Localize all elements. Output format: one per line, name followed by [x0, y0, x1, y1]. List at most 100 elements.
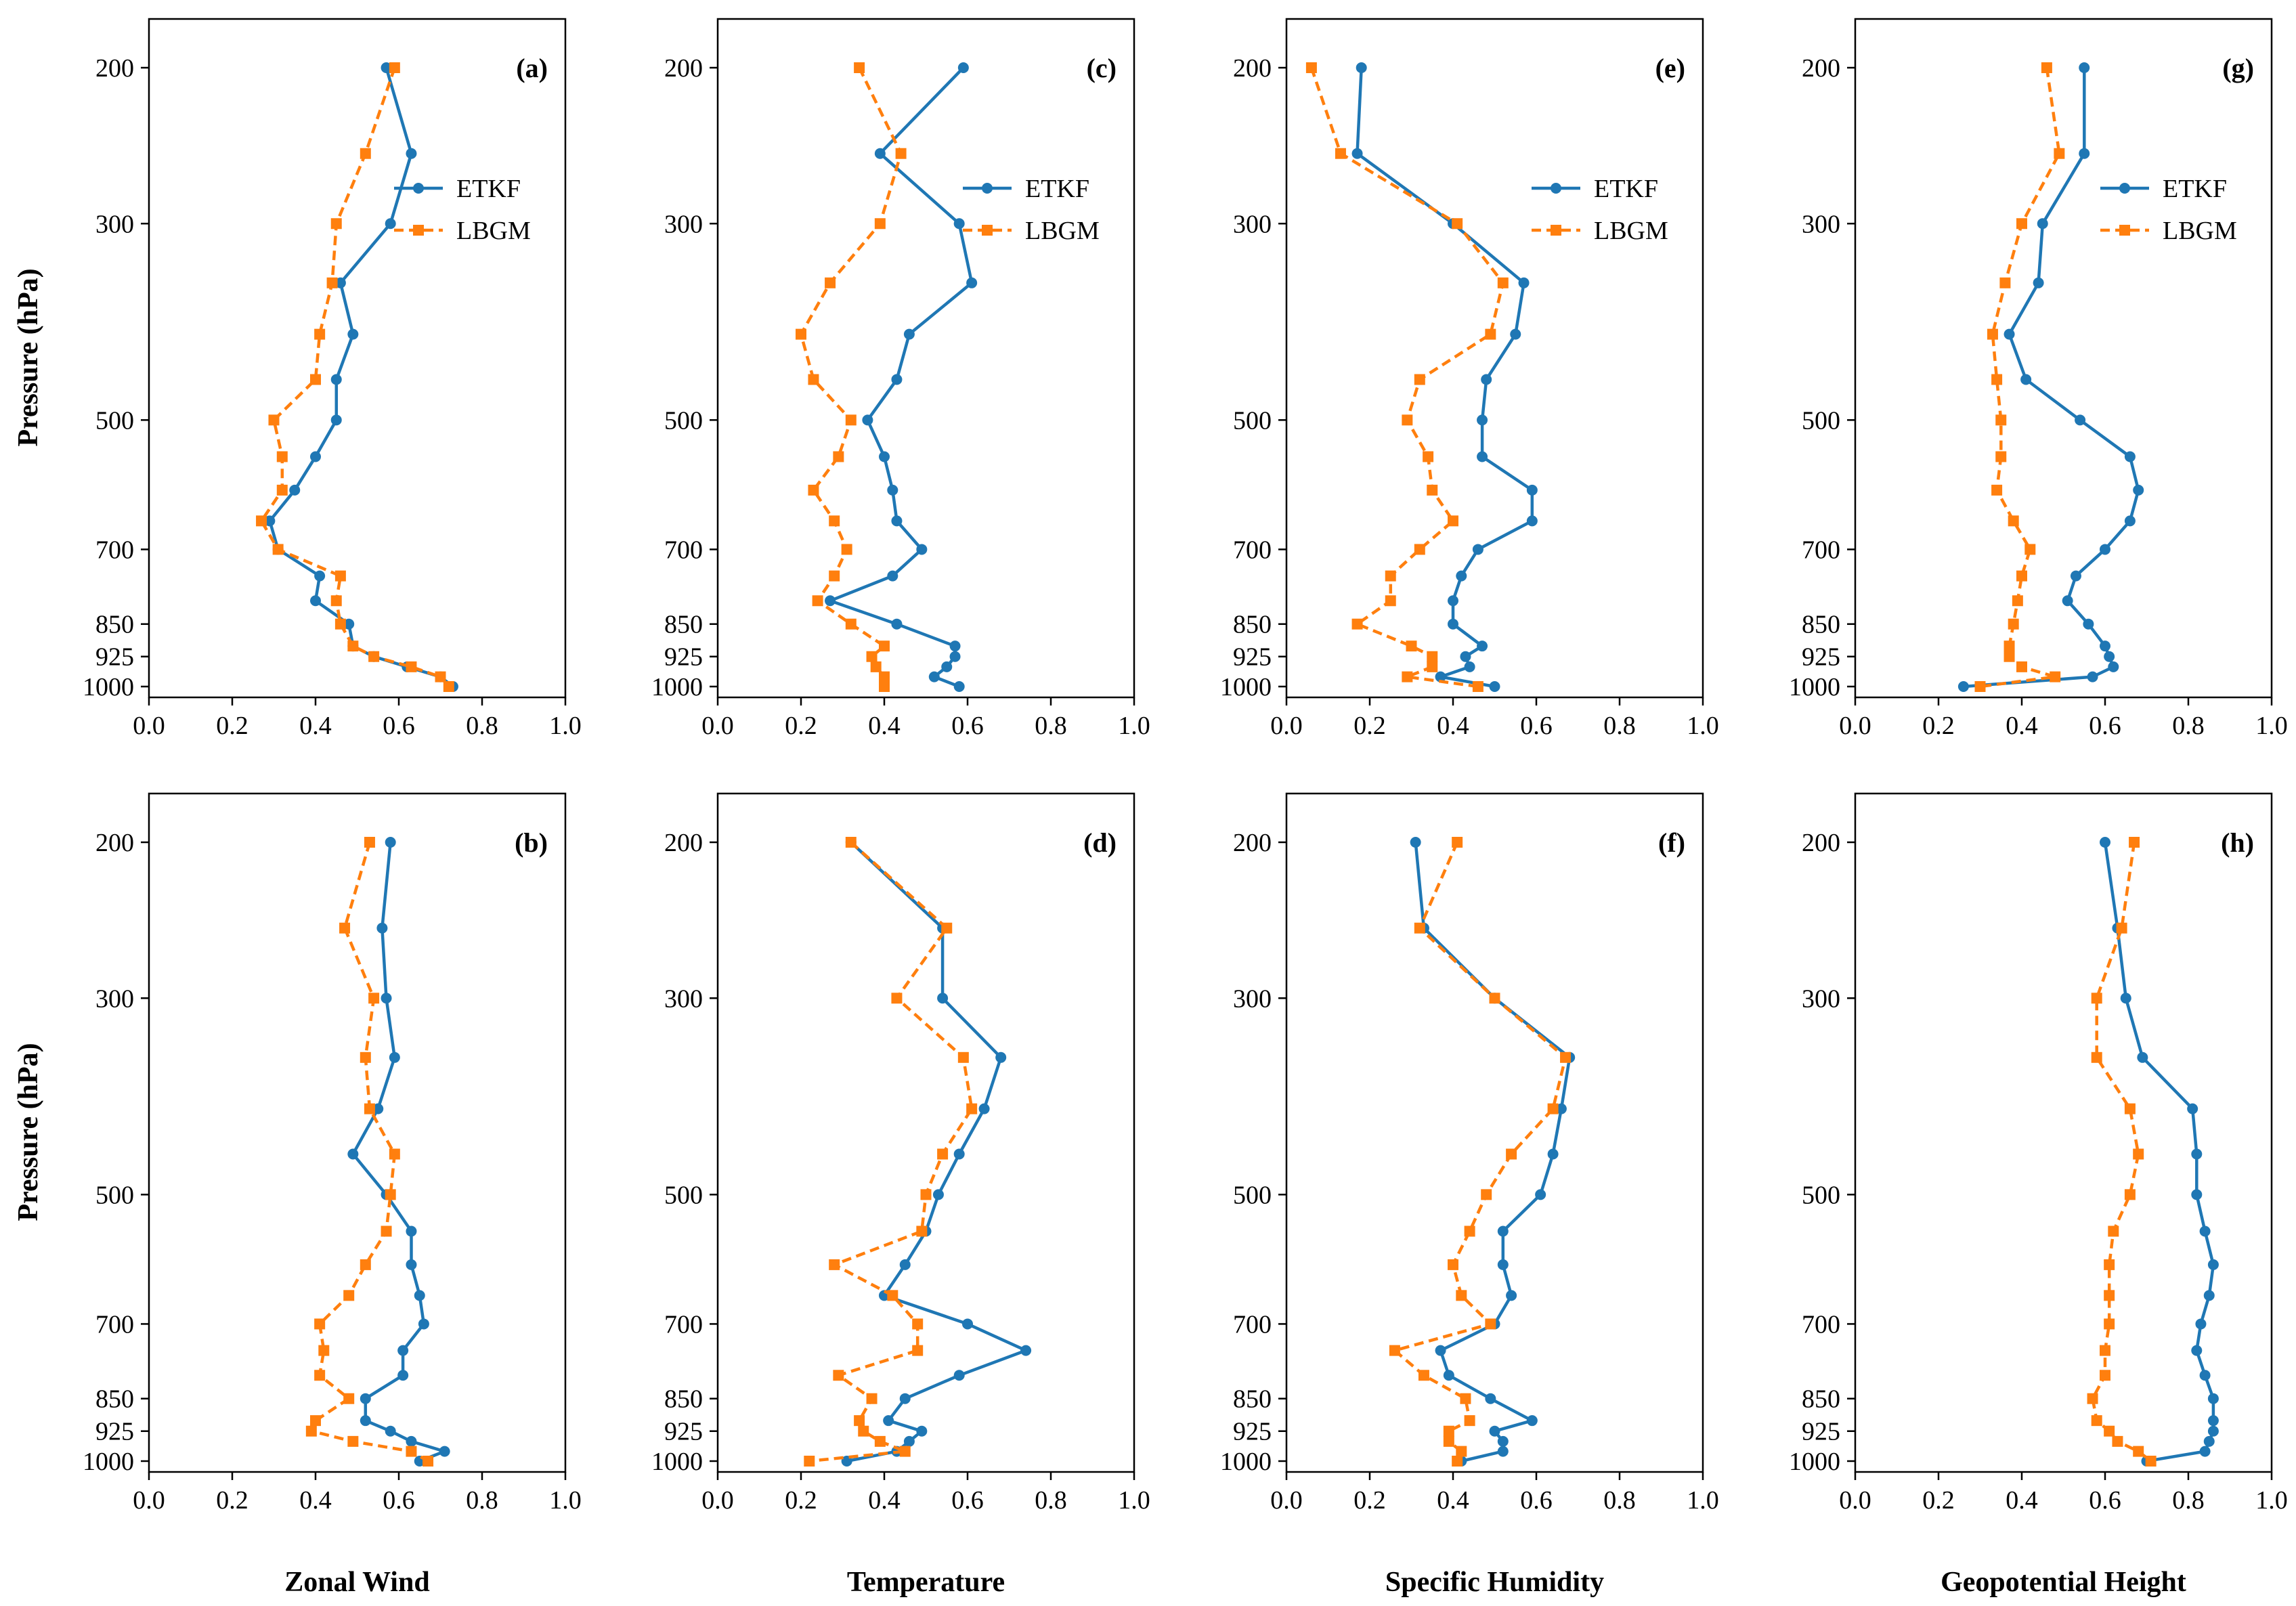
etkf-point [891, 515, 903, 527]
lbgm-point [829, 515, 840, 527]
x-tick-label: 1.0 [1118, 1486, 1150, 1515]
y-tick-label: 300 [664, 984, 703, 1013]
legend: ETKF LBGM [2100, 175, 2237, 245]
x-tick-label: 0.4 [868, 712, 901, 740]
y-axis-label: Pressure (hPa) [13, 268, 44, 446]
legend-lbgm-label: LBGM [1025, 217, 1100, 245]
lbgm-point [2041, 62, 2052, 73]
lbgm-point [1456, 1290, 1467, 1301]
y-tick-label: 300 [1802, 210, 1840, 238]
etkf-point [2207, 1393, 2219, 1404]
panel-label: (g) [2222, 53, 2254, 83]
x-tick-label: 1.0 [1118, 712, 1150, 740]
x-tick-label: 0.8 [466, 1486, 498, 1515]
panels-layer: 0.0 0.2 0.4 0.6 0.8 1.0 200 300 500 700 850 925 1000… [13, 18, 2288, 1598]
lbgm-point [1402, 671, 1413, 682]
etkf-point [1489, 1425, 1500, 1437]
y-tick-label: 925 [95, 643, 134, 672]
x-tick-label: 0.4 [299, 1486, 332, 1515]
lbgm-point [1427, 484, 1438, 496]
etkf-point [1356, 62, 1367, 73]
lbgm-point [866, 651, 878, 662]
lbgm-point [2003, 651, 2015, 662]
etkf-point [2191, 1345, 2203, 1356]
etkf-point [2203, 1290, 2215, 1301]
lbgm-point [1452, 218, 1463, 230]
lbgm-point [1389, 1345, 1400, 1356]
etkf-point [978, 1103, 990, 1114]
y-tick-label: 200 [1802, 54, 1840, 83]
lbgm-point [1485, 1318, 1496, 1330]
etkf-line [1414, 842, 1572, 1463]
lbgm-point [2016, 218, 2027, 230]
lbgm-point [920, 1189, 932, 1200]
etkf-point [2207, 1259, 2219, 1270]
etkf-point [1497, 1225, 1509, 1237]
etkf-point [1535, 1189, 1546, 1200]
lbgm-point [895, 148, 907, 159]
legend-etkf-marker [1551, 183, 1561, 194]
y-tick-label: 850 [95, 611, 134, 639]
etkf-point [916, 1425, 928, 1437]
panel-label: (e) [1655, 53, 1685, 83]
column-label: Geopotential Height [1941, 1567, 2186, 1598]
etkf-point [903, 328, 915, 340]
lbgm-point [2116, 922, 2127, 934]
x-tick-label: 0.2 [1922, 712, 1955, 740]
lbgm-point [866, 1393, 878, 1404]
panel-b: 0.0 0.2 0.4 0.6 0.8 1.0 200 300 500 700 850 9251000… [13, 792, 582, 1598]
lbgm-point [2087, 1393, 2098, 1404]
y-tick-label: 1000 [83, 1448, 134, 1476]
y-tick-label: 500 [1233, 1181, 1272, 1209]
etkf-point [957, 62, 969, 73]
y-tick-label: 200 [95, 54, 134, 83]
axes-frame [1285, 18, 1704, 699]
lbgm-point [314, 328, 326, 340]
etkf-point [1351, 148, 1363, 159]
lbgm-point [957, 1051, 969, 1063]
etkf-point [1456, 570, 1467, 582]
etkf-point [264, 515, 276, 527]
lbgm-point [1560, 1051, 1572, 1063]
lbgm-point [406, 1446, 417, 1457]
etkf-point [891, 374, 903, 385]
lbgm-point [2104, 1318, 2115, 1330]
etkf-point [1485, 1393, 1496, 1404]
etkf-point [2137, 1051, 2148, 1063]
y-tick-label: 700 [664, 1310, 703, 1339]
legend: ETKF LBGM [394, 175, 531, 245]
y-tick-label: 200 [664, 54, 703, 83]
lbgm-point [368, 993, 380, 1004]
etkf-point [2100, 837, 2110, 848]
lbgm-point [966, 1103, 978, 1114]
etkf-point [347, 1148, 359, 1160]
etkf-point [825, 595, 836, 607]
y-tick-label: 850 [664, 1385, 703, 1414]
x-tick-label: 0.2 [1353, 1486, 1386, 1515]
lbgm-point [389, 62, 400, 73]
x-tick-label: 0.6 [951, 1486, 984, 1515]
y-tick-label: 925 [1802, 1418, 1840, 1446]
etkf-point [1477, 451, 1488, 462]
etkf-point [2070, 570, 2081, 582]
y-tick-label: 300 [1233, 210, 1272, 238]
y-tick-label: 700 [1233, 1310, 1272, 1339]
axes-frame [716, 18, 1135, 699]
y-tick-label: 200 [1233, 829, 1272, 857]
x-tick-label: 0.2 [785, 712, 817, 740]
x-tick-label: 1.0 [2255, 1486, 2288, 1515]
lbgm-point [874, 218, 886, 230]
etkf-point [953, 681, 965, 692]
etkf-point [1435, 1345, 1446, 1356]
lbgm-point [2003, 641, 2015, 652]
lbgm-point [1460, 1393, 1471, 1404]
y-tick-label: 850 [1802, 611, 1840, 639]
legend-lbgm-marker [982, 225, 993, 236]
lbgm-point [2133, 1148, 2144, 1160]
panel-a: 0.0 0.2 0.4 0.6 0.8 1.0 200 300 500 700 850 9251000… [13, 18, 582, 740]
x-tick-label: 0.0 [1839, 1486, 1871, 1515]
panel-label: (f) [1658, 827, 1685, 858]
lbgm-point [870, 661, 882, 672]
lbgm-point [1427, 651, 1438, 662]
